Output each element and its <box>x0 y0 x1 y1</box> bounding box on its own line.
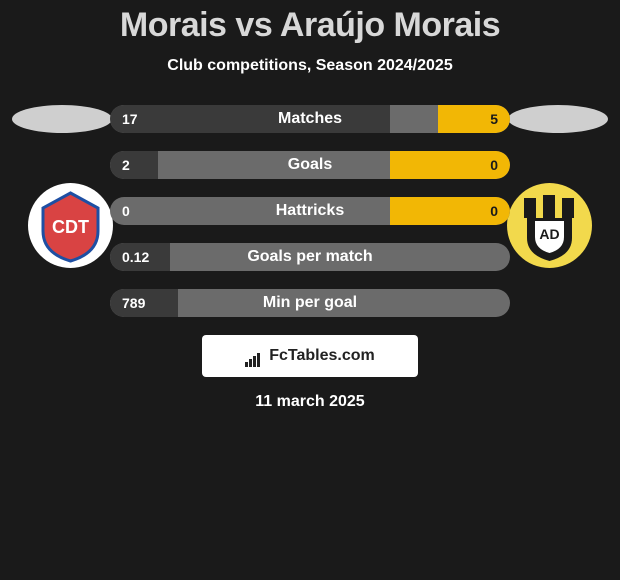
stat-value-left: 0 <box>122 197 130 225</box>
stat-value-right: 0 <box>490 151 498 179</box>
ellipse-right <box>508 105 608 133</box>
stat-row: Hattricks0 0 <box>110 197 510 225</box>
stat-label: Matches <box>110 105 510 133</box>
stat-row: Min per goal789 <box>110 289 510 317</box>
stat-value-left: 0.12 <box>122 243 149 271</box>
stat-label: Min per goal <box>110 289 510 317</box>
stat-label: Goals per match <box>110 243 510 271</box>
brand-text: FcTables.com <box>269 347 375 365</box>
chart-icon <box>245 349 263 363</box>
stat-value-left: 2 <box>122 151 130 179</box>
subtitle: Club competitions, Season 2024/2025 <box>0 57 620 75</box>
brand-box[interactable]: FcTables.com <box>202 335 418 377</box>
page-title: Morais vs Araújo Morais <box>0 0 620 45</box>
stat-label: Goals <box>110 151 510 179</box>
badge-right-initials: AD <box>539 226 559 242</box>
stat-value-left: 789 <box>122 289 145 317</box>
date-text: 11 march 2025 <box>0 393 620 411</box>
stat-value-right: 5 <box>490 105 498 133</box>
stat-value-right: 0 <box>490 197 498 225</box>
stat-row: Matches17 5 <box>110 105 510 133</box>
badge-left-initials: CDT <box>52 217 89 237</box>
stat-value-left: 17 <box>122 105 138 133</box>
ellipse-left <box>12 105 112 133</box>
stat-label: Hattricks <box>110 197 510 225</box>
team-badge-left: CDT <box>28 183 113 268</box>
stat-row: Goals2 0 <box>110 151 510 179</box>
stats-area: CDT AD Matches175Goals20Hattricks00Goals… <box>0 105 620 411</box>
team-badge-right: AD <box>507 183 592 268</box>
stat-row: Goals per match0.12 <box>110 243 510 271</box>
stat-rows: Matches175Goals20Hattricks00Goals per ma… <box>110 105 510 317</box>
